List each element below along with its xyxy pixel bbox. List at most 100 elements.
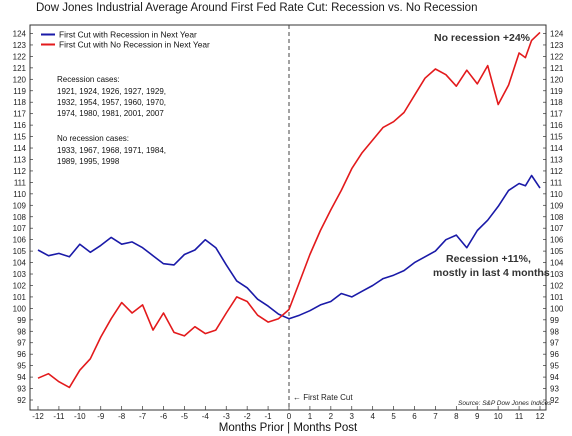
recession-cases-line: 1974, 1980, 1981, 2001, 2007 — [57, 109, 164, 118]
y-tick-label: 123 — [550, 41, 564, 50]
y-tick-label: 97 — [17, 339, 26, 348]
x-tick-label: 12 — [536, 412, 545, 421]
x-tick-label: 8 — [454, 412, 459, 421]
y-tick-label: 107 — [13, 224, 27, 233]
y-tick-label: 108 — [13, 213, 27, 222]
y-tick-label: 118 — [550, 98, 563, 107]
legend-label-no-recession: First Cut with No Recession in Next Year — [59, 40, 210, 50]
y-tick-label: 111 — [550, 178, 563, 187]
y-tick-label: 110 — [13, 190, 26, 199]
x-tick-label: -1 — [265, 412, 273, 421]
y-tick-label: 121 — [550, 64, 564, 73]
y-tick-label: 118 — [13, 98, 26, 107]
y-tick-label: 114 — [13, 144, 26, 153]
y-axis-left: 92 93 94 95 96 97 98 99 100 101 102 103 104 105 106 107… — [13, 30, 33, 405]
y-tick-label: 117 — [550, 110, 563, 119]
y-tick-label: 109 — [13, 201, 27, 210]
y-tick-label: 116 — [550, 121, 563, 130]
y-tick-label: 116 — [13, 121, 26, 130]
y-tick-label: 115 — [550, 133, 563, 142]
x-tick-label: 4 — [370, 412, 375, 421]
y-tick-label: 108 — [550, 213, 564, 222]
y-tick-label: 104 — [13, 259, 27, 268]
y-tick-label: 96 — [17, 350, 26, 359]
y-tick-label: 94 — [550, 373, 559, 382]
recession-annotation-line1: Recession +11%, — [446, 253, 531, 265]
source-note: Source: S&P Dow Jones Indices — [458, 400, 552, 407]
x-tick-label: -8 — [118, 412, 126, 421]
y-tick-label: 124 — [550, 30, 564, 39]
x-tick-label: -10 — [74, 412, 86, 421]
x-tick-label: -3 — [223, 412, 231, 421]
y-tick-label: 121 — [13, 64, 27, 73]
plot-area — [29, 24, 547, 411]
y-tick-label: 101 — [13, 293, 27, 302]
y-tick-label: 113 — [13, 155, 26, 164]
y-tick-label: 105 — [550, 247, 564, 256]
y-tick-label: 119 — [13, 87, 26, 96]
y-tick-label: 96 — [550, 350, 559, 359]
y-tick-label: 110 — [550, 190, 563, 199]
y-tick-label: 111 — [14, 178, 27, 187]
y-tick-label: 122 — [550, 52, 564, 61]
y-tick-label: 98 — [550, 327, 559, 336]
x-tick-label: -4 — [202, 412, 210, 421]
x-tick-label: -5 — [181, 412, 189, 421]
x-tick-label: 0 — [287, 412, 292, 421]
x-tick-label: 5 — [391, 412, 396, 421]
y-tick-label: 113 — [550, 155, 563, 164]
y-tick-label: 99 — [17, 316, 26, 325]
legend-label-recession: First Cut with Recession in Next Year — [59, 30, 197, 40]
y-tick-label: 102 — [13, 281, 27, 290]
x-tick-label: -9 — [97, 412, 105, 421]
no-recession-cases-heading: No recession cases: — [57, 134, 129, 143]
y-tick-label: 92 — [550, 396, 559, 405]
y-tick-label: 102 — [550, 281, 564, 290]
y-tick-label: 97 — [550, 339, 559, 348]
first-rate-cut-label: ← First Rate Cut — [293, 393, 353, 402]
x-tick-label: -11 — [53, 412, 65, 421]
y-tick-label: 95 — [17, 362, 26, 371]
y-tick-label: 109 — [550, 201, 564, 210]
x-tick-label: 1 — [308, 412, 313, 421]
x-tick-label: -2 — [244, 412, 252, 421]
y-tick-label: 104 — [550, 259, 564, 268]
y-tick-label: 105 — [13, 247, 27, 256]
y-axis-right: 92 93 94 95 96 97 98 99 100 101 102 103 104 105 106 107… — [543, 30, 564, 405]
x-tick-label: 7 — [433, 412, 438, 421]
y-tick-label: 112 — [13, 167, 26, 176]
case-notes: Recession cases: 1921, 1924, 1926, 1927,… — [57, 75, 166, 166]
series-no-recession-line — [37, 31, 541, 389]
y-tick-label: 98 — [17, 327, 26, 336]
recession-cases-line: 1921, 1924, 1926, 1927, 1929, — [57, 87, 166, 96]
no-recession-cases-line: 1933, 1967, 1968, 1971, 1984, — [57, 146, 166, 155]
y-tick-label: 94 — [17, 373, 26, 382]
y-tick-label: 95 — [550, 362, 559, 371]
x-tick-label: 11 — [515, 412, 524, 421]
no-recession-cases-line: 1989, 1995, 1998 — [57, 157, 120, 166]
y-tick-label: 122 — [13, 52, 27, 61]
legend: First Cut with Recession in Next Year Fi… — [41, 30, 210, 50]
recession-cases-heading: Recession cases: — [57, 75, 120, 84]
y-tick-label: 112 — [550, 167, 563, 176]
x-tick-label: -6 — [160, 412, 168, 421]
y-tick-label: 120 — [550, 75, 564, 84]
x-tick-label: 6 — [412, 412, 417, 421]
x-tick-label: 3 — [350, 412, 355, 421]
y-tick-label: 114 — [550, 144, 563, 153]
y-tick-label: 92 — [17, 396, 26, 405]
x-axis-title: Months Prior | Months Post — [219, 422, 358, 434]
y-tick-label: 115 — [13, 133, 26, 142]
chart-title: Dow Jones Industrial Average Around Firs… — [36, 2, 478, 14]
y-tick-label: 93 — [550, 385, 559, 394]
x-tick-label: -12 — [32, 412, 44, 421]
y-tick-label: 103 — [13, 270, 27, 279]
y-tick-label: 123 — [13, 41, 27, 50]
recession-cases-line: 1932, 1954, 1957, 1960, 1970, — [57, 98, 166, 107]
x-tick-label: 9 — [475, 412, 480, 421]
y-tick-label: 93 — [17, 385, 26, 394]
y-tick-label: 124 — [13, 30, 27, 39]
y-tick-label: 106 — [550, 236, 564, 245]
y-tick-label: 119 — [550, 87, 563, 96]
